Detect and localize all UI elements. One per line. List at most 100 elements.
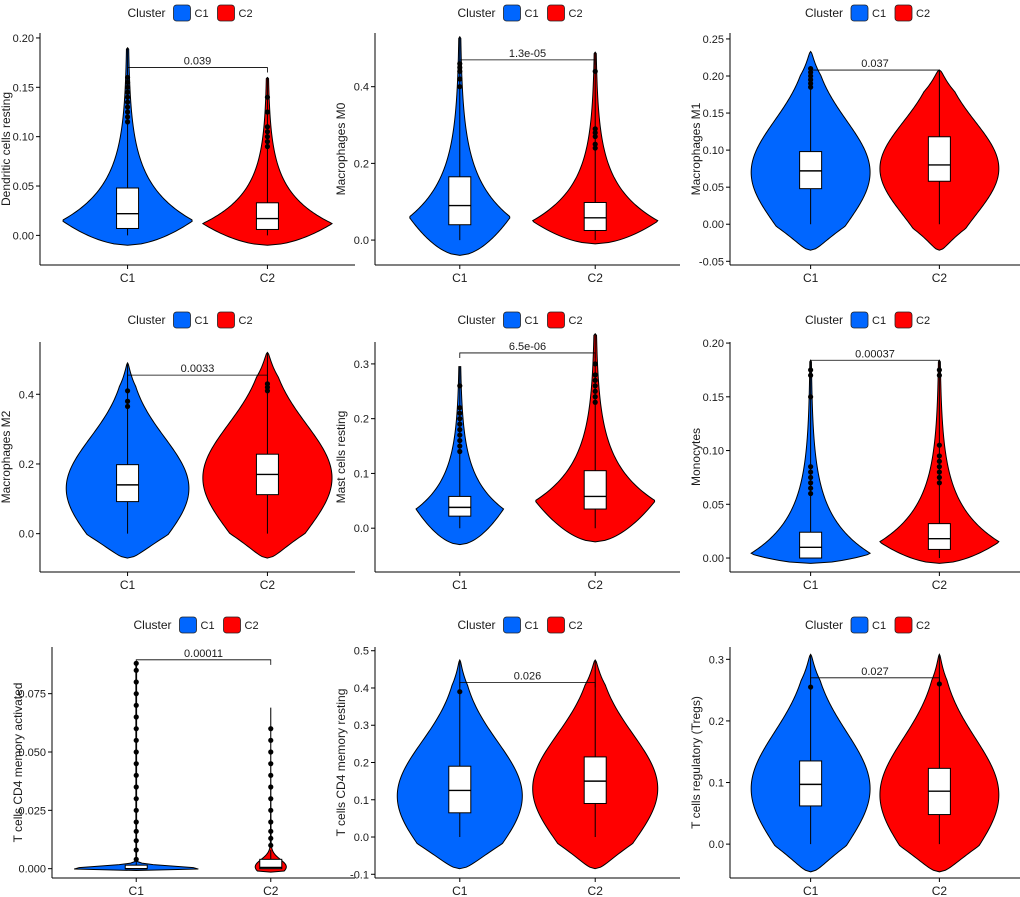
- box-c1: [116, 187, 140, 229]
- y-tick-label: 0.05: [13, 181, 34, 193]
- y-axis-title: Macrophages M0: [334, 102, 348, 195]
- outlier-point: [457, 689, 463, 695]
- outlier-point: [124, 403, 131, 410]
- outlier-point: [268, 842, 274, 848]
- panel-4: Cluster C1 C2 0.0 0.2 0.4 C1 C2 Macrophages M2 0.…: [0, 311, 355, 592]
- legend-label-c1: C1: [525, 315, 539, 327]
- outlier-point: [124, 388, 131, 394]
- legend-label-c2: C2: [239, 8, 253, 20]
- p-value-label: 0.027: [861, 666, 889, 678]
- outlier-point: [124, 398, 131, 404]
- significance-bracket: [135, 659, 272, 665]
- outlier-point: [936, 367, 942, 373]
- legend-title: Cluster: [805, 618, 843, 632]
- y-axis-title: Macrophages M2: [0, 410, 13, 503]
- outlier-point: [936, 453, 942, 459]
- y-tick-label: 0.20: [13, 33, 34, 45]
- x-tick-label-c1: C1: [120, 271, 136, 285]
- outlier-point: [592, 394, 598, 400]
- outlier-point: [457, 64, 463, 71]
- outlier-point: [133, 726, 139, 732]
- x-tick-label-c2: C2: [932, 884, 948, 897]
- x-tick-label-c1: C1: [803, 884, 819, 897]
- outlier-point: [124, 114, 131, 120]
- legend-label-c2: C2: [916, 8, 930, 20]
- panel-2: Cluster C1 C2 0.0 0.2 0.4 C1 C2 Macrophages M0 1.…: [334, 4, 680, 285]
- y-tick-label: 0.2: [19, 459, 34, 471]
- outlier-point: [268, 737, 274, 743]
- y-tick-label: 0.1: [709, 778, 724, 790]
- outlier-point: [808, 77, 814, 83]
- x-tick-label-c1: C1: [803, 271, 819, 285]
- outlier-point: [592, 388, 598, 394]
- outlier-point: [592, 145, 598, 151]
- outlier-point: [133, 784, 139, 790]
- y-tick-label: 0.1: [354, 795, 369, 807]
- y-tick-label: 0.025: [18, 805, 46, 817]
- legend-swatch-c2: [547, 311, 565, 329]
- legend-title: Cluster: [134, 618, 172, 632]
- y-axis-title: T cells CD4 memory resting: [334, 689, 348, 837]
- box-c2: [583, 201, 607, 231]
- p-value-label: 0.026: [514, 670, 542, 682]
- y-tick-label: 0.0: [709, 839, 724, 851]
- outlier-point: [457, 410, 463, 416]
- x-tick-label-c2: C2: [588, 884, 604, 897]
- outlier-point: [808, 73, 814, 79]
- legend-label-c2: C2: [916, 315, 930, 327]
- x-tick-label-c2: C2: [263, 884, 279, 897]
- y-tick-label: 0.0: [354, 235, 369, 247]
- outlier-point: [268, 761, 274, 767]
- outlier-point: [268, 835, 274, 841]
- box-c1: [116, 464, 140, 503]
- significance-bracket: [127, 374, 268, 381]
- legend-title: Cluster: [128, 313, 166, 327]
- outlier-point: [133, 856, 139, 862]
- outlier-point: [808, 474, 814, 481]
- outlier-point: [264, 94, 271, 100]
- legend-label-c2: C2: [569, 620, 583, 632]
- outlier-point: [457, 448, 463, 455]
- outlier-point: [936, 442, 942, 448]
- outlier-point: [133, 772, 139, 778]
- box-c2: [583, 756, 607, 804]
- outlier-point: [808, 84, 814, 90]
- outlier-point: [808, 480, 814, 486]
- legend-label-c1: C1: [201, 620, 215, 632]
- significance-bracket: [810, 69, 940, 76]
- box-c1: [799, 151, 823, 190]
- outlier-point: [133, 828, 139, 834]
- y-tick-label: 0.4: [354, 683, 369, 695]
- y-tick-label: 0.10: [703, 446, 724, 458]
- x-tick-label-c2: C2: [932, 271, 948, 285]
- legend-title: Cluster: [458, 618, 496, 632]
- y-tick-label: 0.15: [703, 108, 724, 120]
- outlier-point: [592, 141, 598, 147]
- box-c2: [927, 136, 951, 182]
- outlier-point: [457, 421, 463, 427]
- outlier-point: [457, 76, 463, 82]
- legend-swatch-c1: [503, 616, 521, 634]
- x-tick-label-c2: C2: [260, 271, 276, 285]
- y-tick-label: 0.3: [709, 654, 724, 666]
- outlier-point: [808, 394, 814, 400]
- outlier-point: [808, 684, 814, 690]
- outlier-point: [457, 84, 463, 90]
- outlier-point: [808, 469, 814, 475]
- outlier-point: [457, 427, 463, 433]
- legend-swatch-c1: [503, 311, 521, 329]
- y-tick-label: -0.05: [699, 256, 724, 268]
- legend-label-c1: C1: [872, 8, 886, 20]
- outlier-point: [264, 109, 271, 115]
- outlier-point: [592, 126, 598, 132]
- outlier-point: [133, 702, 139, 708]
- outlier-point: [124, 84, 131, 90]
- y-tick-label: 0.0: [19, 529, 34, 541]
- outlier-point: [457, 383, 463, 389]
- violin-c2: [254, 707, 287, 873]
- legend-label-c2: C2: [245, 620, 259, 632]
- outlier-point: [133, 807, 139, 813]
- significance-bracket: [459, 681, 596, 688]
- outlier-point: [936, 469, 942, 475]
- y-tick-label: 0.4: [19, 389, 34, 401]
